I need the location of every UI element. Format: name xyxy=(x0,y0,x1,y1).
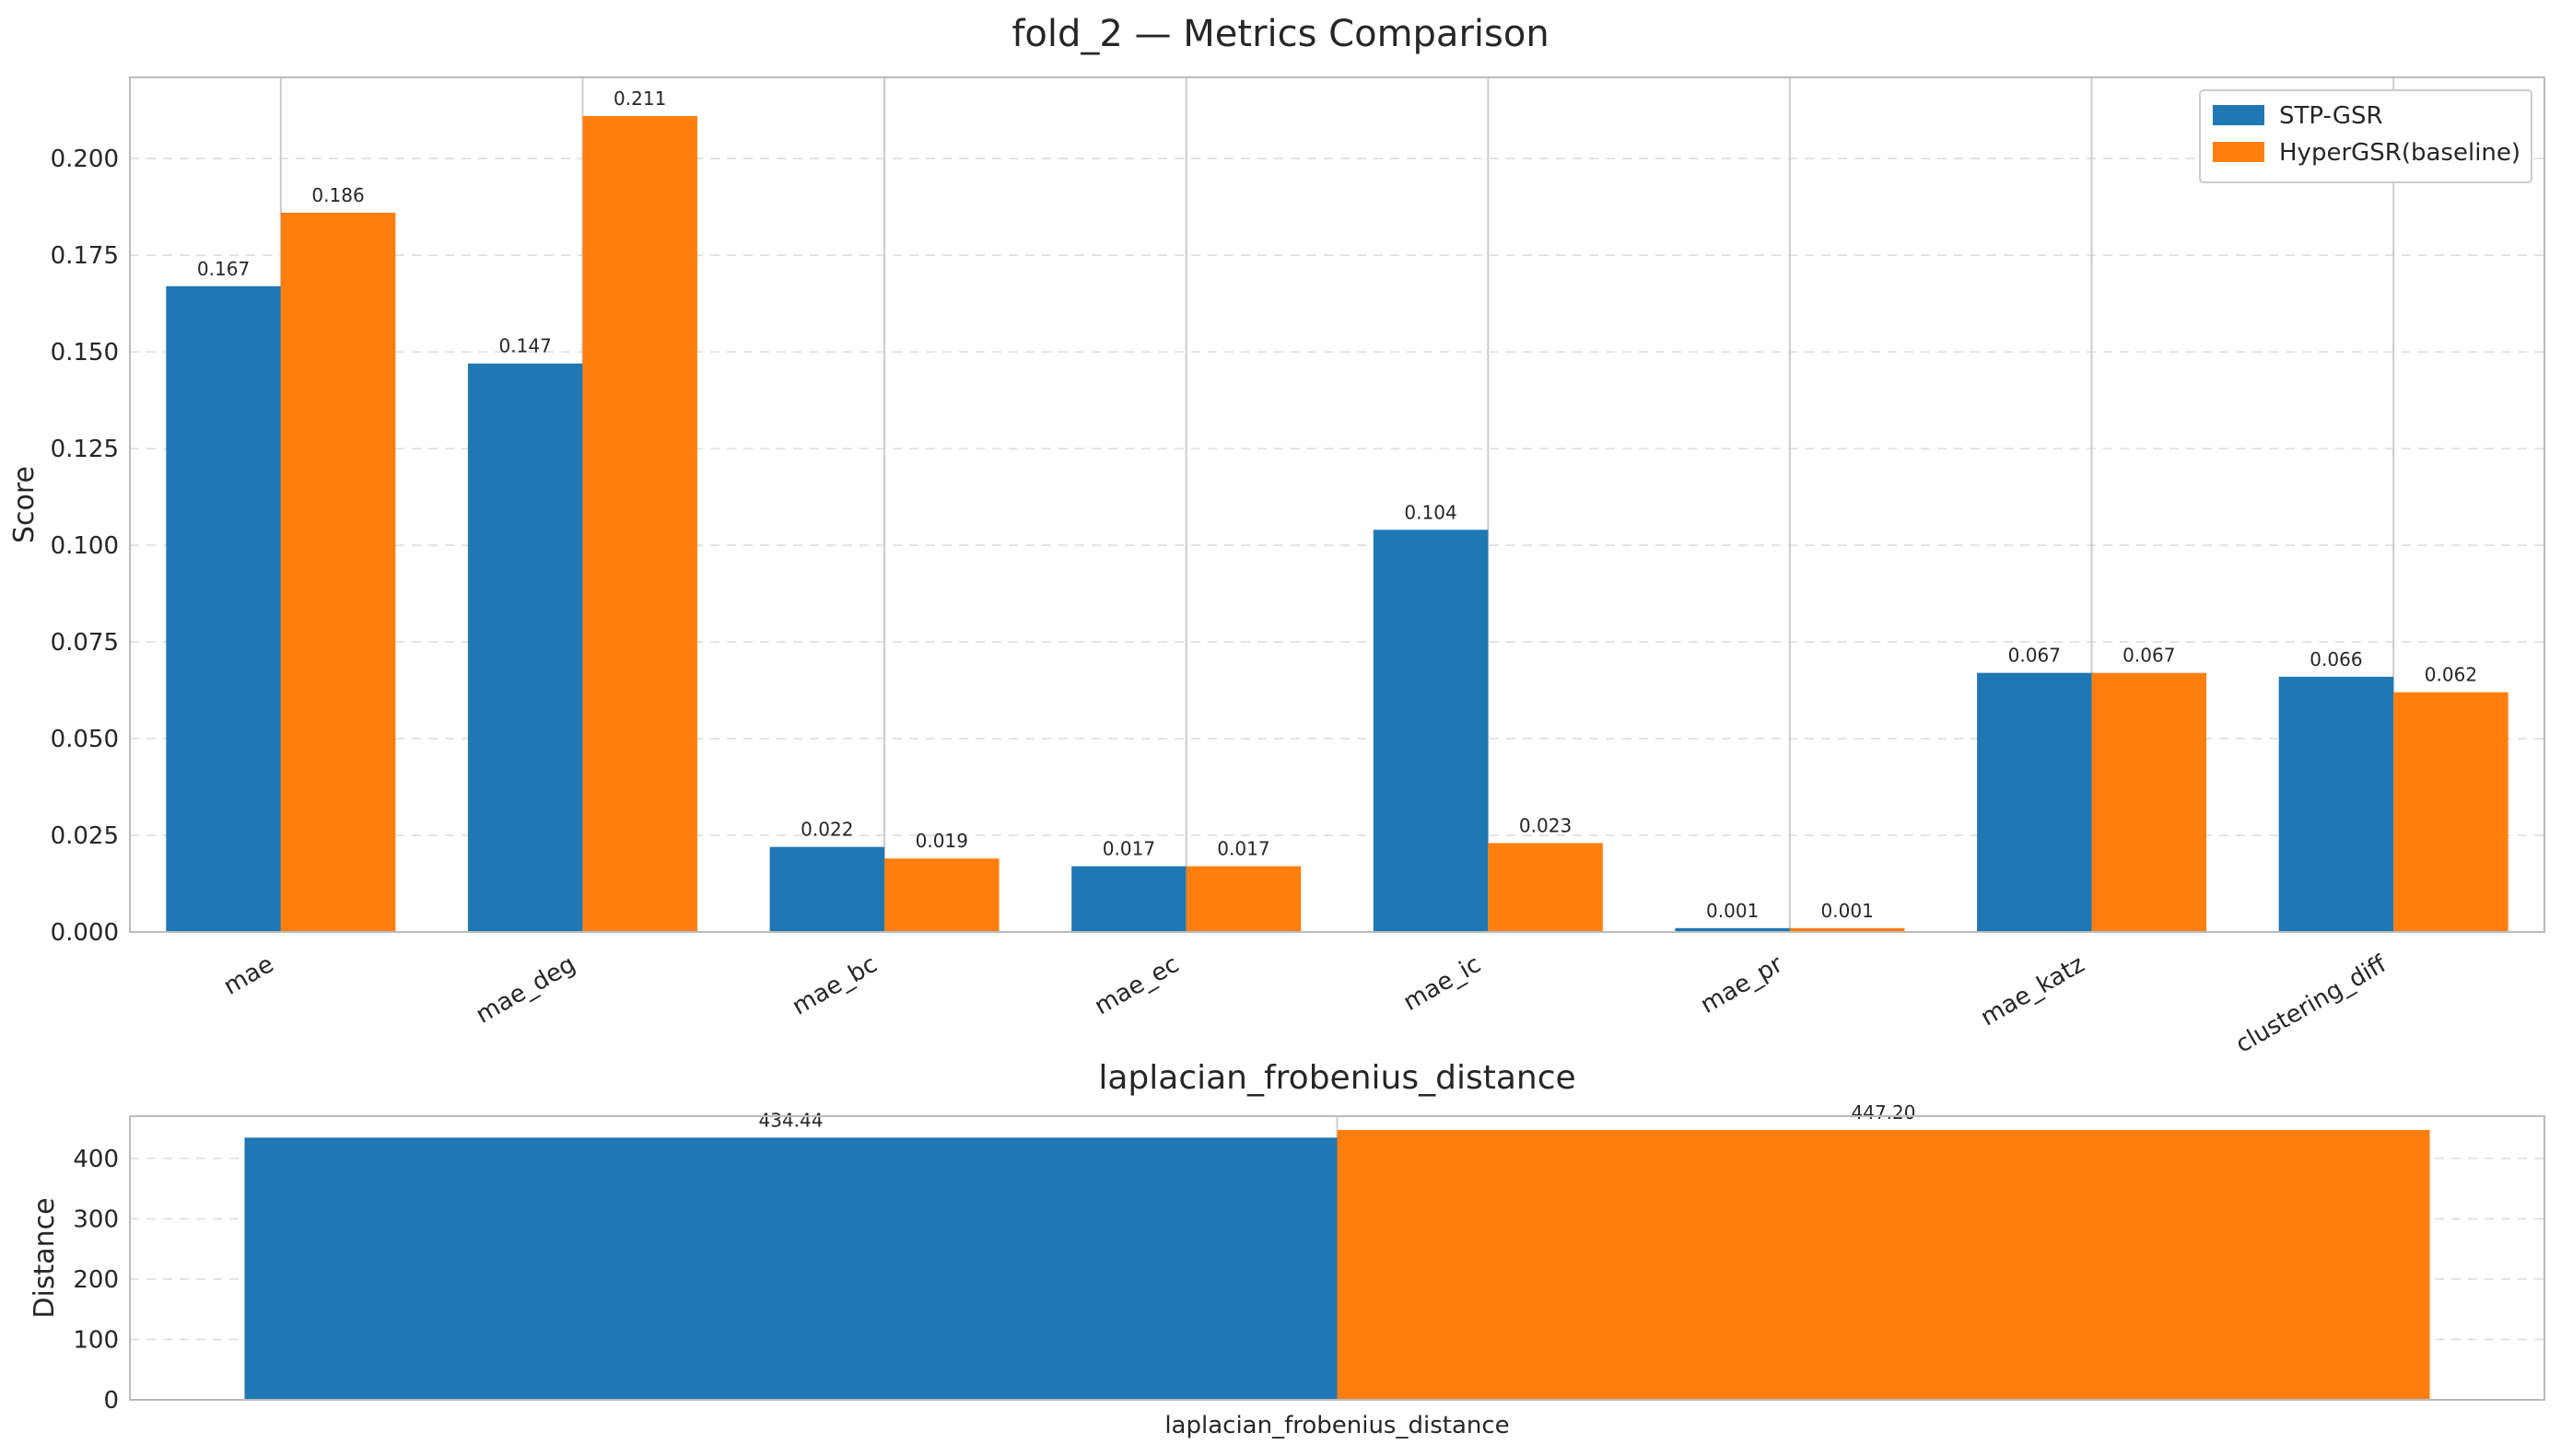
bar-stp-gsr xyxy=(1071,866,1187,932)
y-tick-label: 0.025 xyxy=(51,822,119,850)
bar-stp-gsr xyxy=(467,363,583,932)
bar-value-label: 0.186 xyxy=(311,184,364,206)
bar-stp-gsr xyxy=(244,1137,1338,1400)
x-tick-label: mae_deg xyxy=(472,950,580,1030)
bar-stp-gsr xyxy=(1373,530,1489,932)
bar-stp-gsr xyxy=(166,285,281,933)
bar-stp-gsr xyxy=(1977,672,2092,932)
bar-value-label: 0.167 xyxy=(197,258,250,280)
axes-frame xyxy=(129,76,2545,933)
bar-value-label: 0.017 xyxy=(1103,838,1155,860)
y-tick-label: 200 xyxy=(73,1266,119,1294)
y-tick-label: 0.075 xyxy=(51,629,119,657)
distance-bar-chart: laplacian_frobenius_distance 0 100 200 300 40… xyxy=(29,1059,2545,1439)
bar-value-label: 0.001 xyxy=(1706,900,1759,922)
legend-label: STP-GSR xyxy=(2279,102,2383,130)
bar-stp-gsr xyxy=(2278,676,2394,932)
bar-value-label: 0.066 xyxy=(2310,648,2362,670)
bar-hypergsr xyxy=(2393,692,2508,932)
legend-swatch xyxy=(2213,142,2264,162)
bar-value-label: 0.147 xyxy=(499,335,552,357)
y-tick-label: 0.050 xyxy=(51,726,119,753)
bar-hypergsr xyxy=(1186,866,1302,932)
bar-value-label: 0.022 xyxy=(801,819,853,841)
metrics-bar-chart: 0.000 0.025 0.050 0.075 0.100 0.125 0.150 0.175… xyxy=(8,76,2545,1059)
bar-hypergsr xyxy=(1789,927,1905,932)
x-tick-label: mae_pr xyxy=(1696,950,1788,1019)
figure-title: fold_2 — Metrics Comparison xyxy=(1012,13,1549,55)
bar-stp-gsr xyxy=(1675,927,1790,932)
y-tick-label: 0.200 xyxy=(51,146,119,173)
legend-frame xyxy=(2199,89,2532,183)
y-tick-label: 0.150 xyxy=(51,339,119,367)
bar-hypergsr xyxy=(582,115,697,932)
y-tick-label: 0.100 xyxy=(51,532,119,560)
bar-hypergsr xyxy=(280,212,396,932)
bar-value-label: 0.023 xyxy=(1519,814,1572,836)
x-tick-label: mae_katz xyxy=(1976,950,2089,1031)
bar-value-label: 0.211 xyxy=(614,87,666,110)
bar-hypergsr xyxy=(884,858,1000,932)
legend: STP-GSR HyperGSR(baseline) xyxy=(2199,89,2532,183)
y-tick-label: 100 xyxy=(73,1326,119,1354)
bar-value-label: 0.017 xyxy=(1217,838,1269,860)
axes-title: laplacian_frobenius_distance xyxy=(1098,1059,1575,1097)
bar-value-label: 0.001 xyxy=(1821,900,1874,922)
y-tick-label: 0 xyxy=(103,1387,119,1415)
x-tick-label: mae_ic xyxy=(1398,950,1485,1017)
x-tick-label: mae_ec xyxy=(1090,950,1184,1020)
bar-value-label: 447.20 xyxy=(1852,1101,1916,1124)
y-tick-label: 0.000 xyxy=(51,919,119,947)
legend-swatch xyxy=(2213,105,2264,125)
y-tick-label: 400 xyxy=(73,1146,119,1173)
y-tick-label: 300 xyxy=(73,1206,119,1233)
axes-frame xyxy=(129,1115,2545,1401)
bar-value-label: 0.104 xyxy=(1404,501,1456,523)
x-tick-label: clustering_diff xyxy=(2231,950,2392,1059)
y-axis-label: Score xyxy=(8,466,41,543)
bar-value-label: 0.019 xyxy=(916,830,968,852)
x-tick-label: mae xyxy=(219,950,279,1001)
bar-hypergsr xyxy=(1337,1129,2430,1400)
x-tick-label: mae_bc xyxy=(788,950,883,1021)
legend-label: HyperGSR(baseline) xyxy=(2279,139,2520,167)
y-axis-label: Distance xyxy=(29,1197,61,1318)
x-tick-label: laplacian_frobenius_distance xyxy=(1164,1412,1509,1439)
y-tick-label: 0.175 xyxy=(51,242,119,270)
y-tick-label: 0.125 xyxy=(51,436,119,463)
bar-value-label: 0.067 xyxy=(2008,645,2061,667)
bar-value-label: 0.067 xyxy=(2122,645,2175,667)
bar-hypergsr xyxy=(1488,843,1603,932)
bar-value-label: 434.44 xyxy=(759,1109,824,1131)
bar-stp-gsr xyxy=(769,846,885,932)
bar-value-label: 0.062 xyxy=(2425,664,2477,686)
bar-hypergsr xyxy=(2091,672,2207,932)
